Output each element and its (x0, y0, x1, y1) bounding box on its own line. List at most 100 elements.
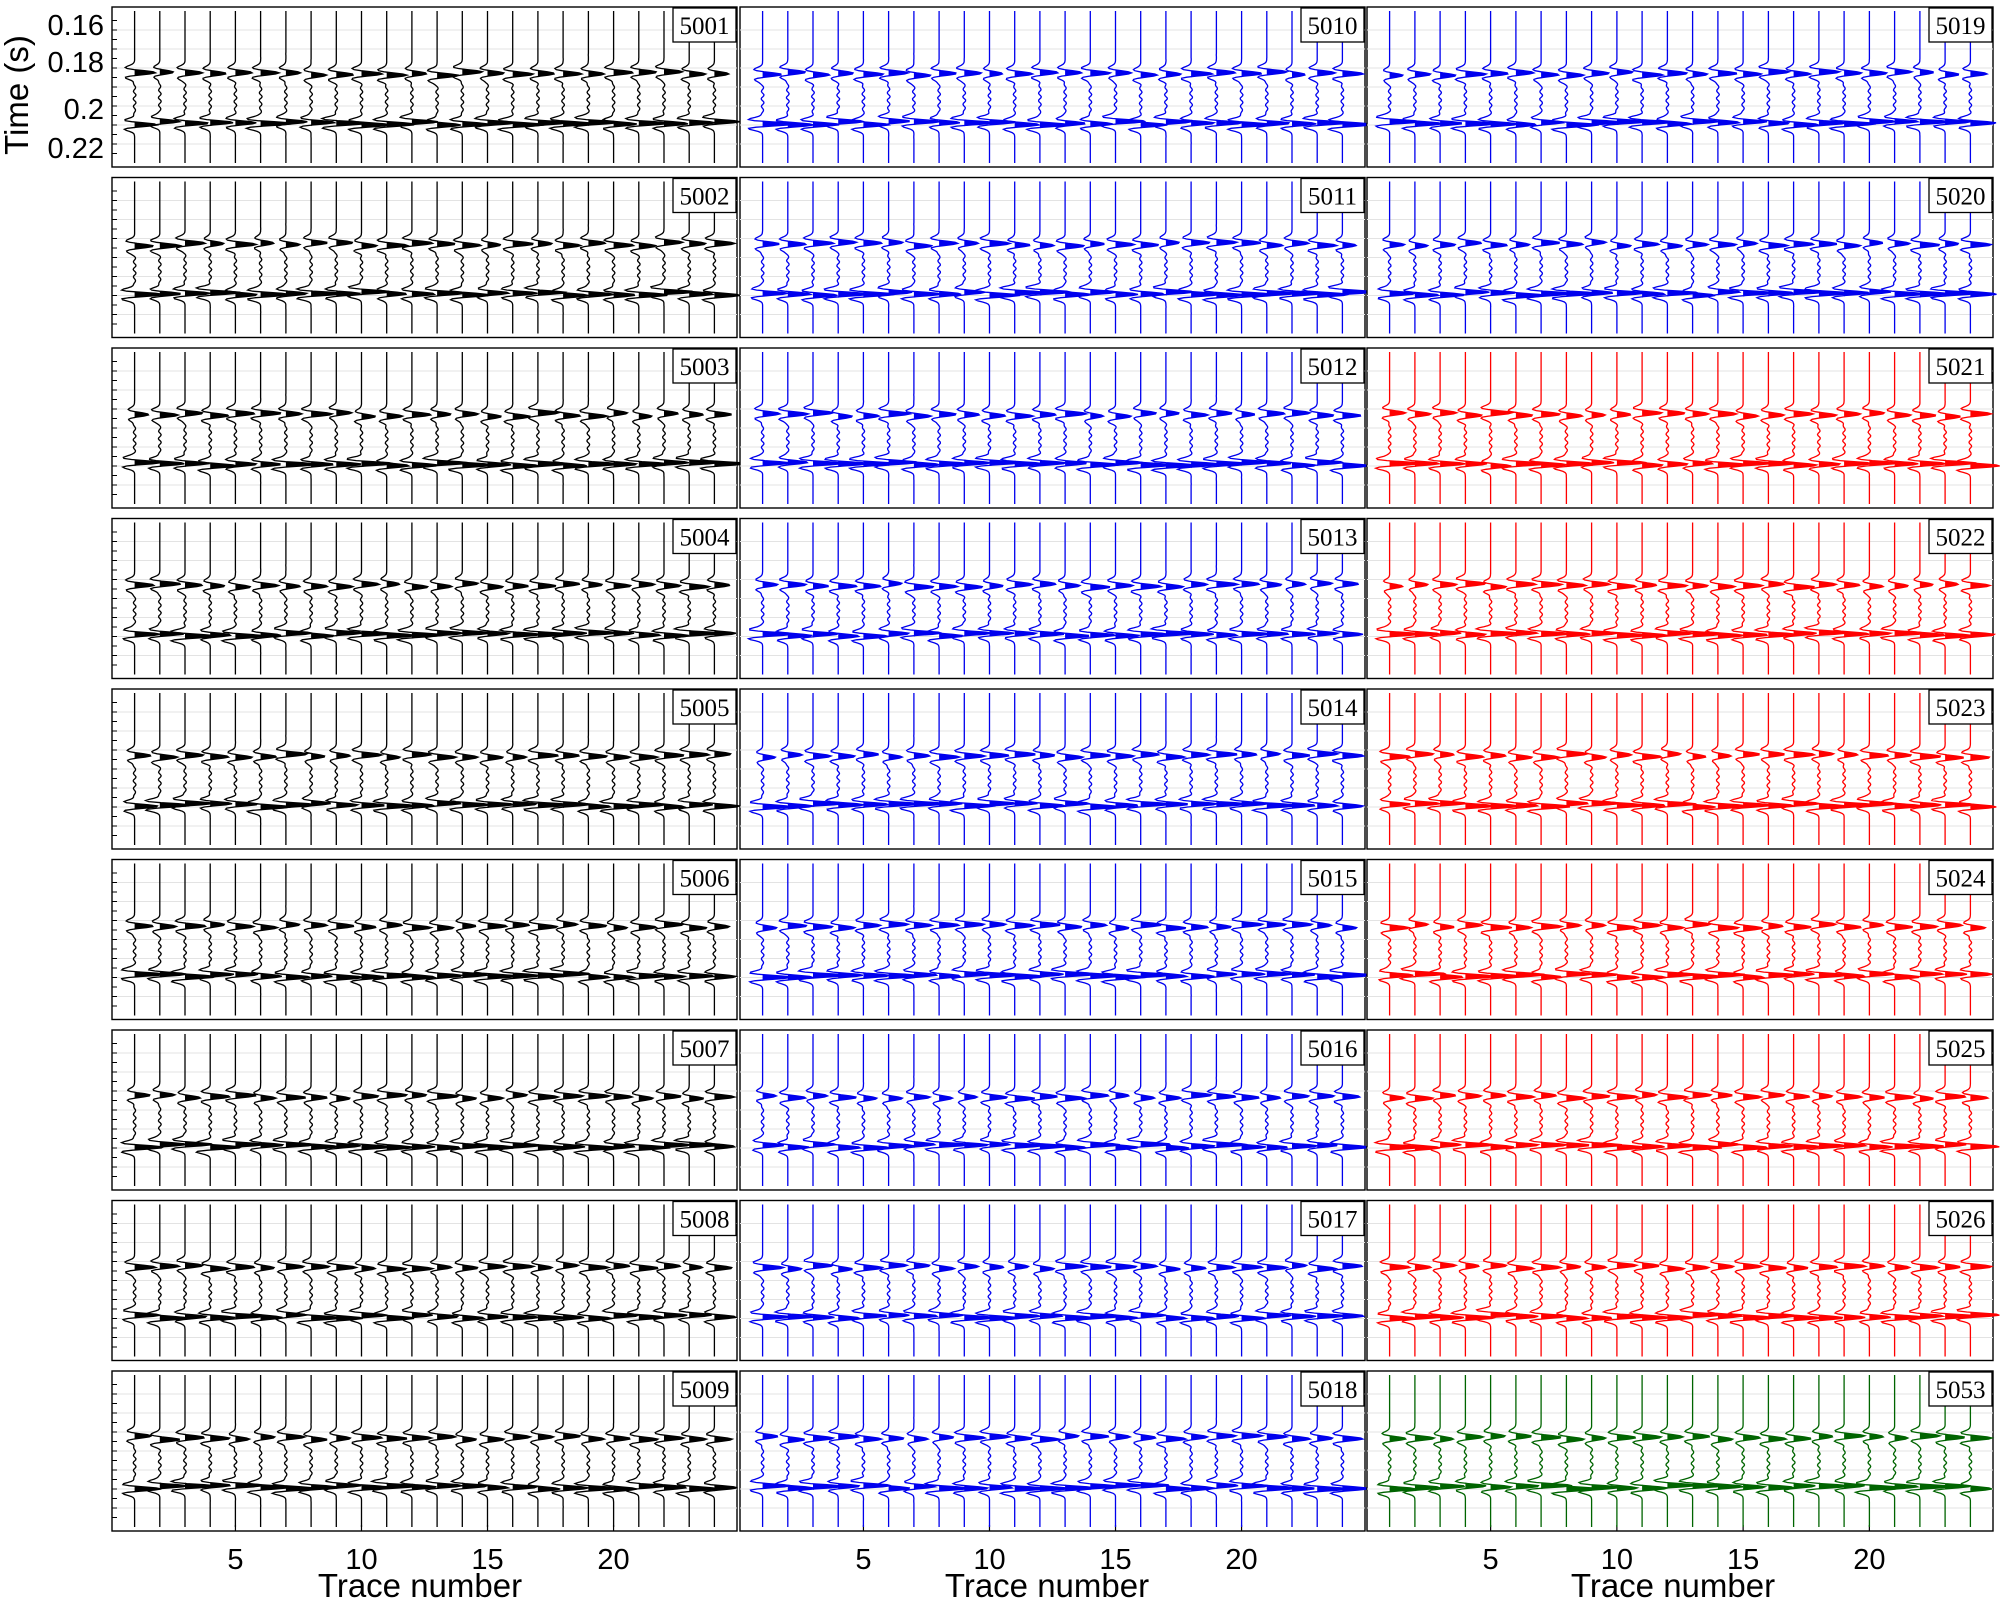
trace-fill-first-arrival (1465, 1259, 1479, 1274)
trace-fill-second-arrival (1844, 457, 1872, 472)
panel-label: 5007 (672, 1030, 737, 1066)
trace-fill-second-arrival (1869, 627, 1891, 642)
trace-fill-second-arrival (285, 1480, 315, 1495)
trace-fill-first-arrival (1490, 577, 1507, 592)
trace-13 (425, 1034, 461, 1186)
trace-fill-second-arrival (537, 286, 566, 301)
trace-fill-first-arrival (863, 1259, 883, 1274)
trace-fill-second-arrival (1844, 798, 1875, 813)
trace-4 (1453, 181, 1490, 334)
trace-fill-second-arrival (714, 968, 736, 983)
trace-fill-first-arrival (1945, 1089, 1966, 1104)
trace-fill-first-arrival (185, 66, 203, 81)
trace-11 (1000, 1034, 1043, 1186)
trace-fill-first-arrival (1894, 918, 1913, 933)
gather-panel-5023: 5023 (1366, 688, 1997, 850)
trace-fill-first-arrival (462, 1089, 477, 1104)
trace-fill-first-arrival (1743, 748, 1760, 763)
trace-21 (1879, 1204, 1925, 1357)
trace-19 (1200, 693, 1249, 845)
trace-6 (878, 1204, 910, 1357)
trace-fill-second-arrival (913, 968, 937, 983)
trace-fill-second-arrival (1115, 457, 1144, 472)
trace-9 (323, 181, 362, 334)
trace-fill-first-arrival (1241, 66, 1262, 81)
trace-11 (998, 181, 1047, 334)
trace-fill-second-arrival (1616, 627, 1647, 642)
trace-fill-first-arrival (462, 236, 482, 251)
trace-fill-first-arrival (1191, 748, 1210, 763)
trace-fill-first-arrival (1414, 236, 1428, 251)
trace-fill-second-arrival (336, 1480, 362, 1495)
trace-fill-first-arrival (1894, 236, 1910, 251)
trace-fill-first-arrival (638, 1089, 654, 1104)
trace-fill-second-arrival (939, 286, 962, 301)
trace-8 (926, 522, 963, 675)
trace-15 (476, 181, 511, 334)
trace-fill-second-arrival (210, 1139, 242, 1154)
trace-fill-second-arrival (813, 968, 846, 983)
trace-5 (220, 1034, 264, 1186)
trace-fill-first-arrival (1919, 407, 1936, 422)
trace-fill-first-arrival (1818, 66, 1840, 81)
y-tick-label: 0.22 (48, 133, 104, 165)
trace-12 (399, 863, 438, 1016)
trace-fill-first-arrival (1039, 1259, 1055, 1274)
trace-5 (850, 863, 890, 1016)
trace-fill-second-arrival (762, 1139, 784, 1154)
trace-fill-second-arrival (1490, 286, 1515, 301)
trace-fill-second-arrival (1440, 968, 1463, 983)
trace-fill-second-arrival (1191, 116, 1215, 131)
panel-label-text: 5006 (680, 866, 730, 893)
trace-fill-first-arrival (1793, 1259, 1808, 1274)
trace-fill-second-arrival (1216, 457, 1247, 472)
trace-fill-second-arrival (1389, 968, 1414, 983)
trace-4 (826, 1034, 862, 1186)
trace-fill-first-arrival (185, 577, 203, 592)
trace-17 (1783, 863, 1815, 1016)
trace-fill-first-arrival (1414, 918, 1429, 933)
trace-fill-first-arrival (1414, 1430, 1435, 1445)
trace-fill-second-arrival (1869, 1480, 1900, 1495)
trace-fill-second-arrival (1566, 1139, 1589, 1154)
trace-fill-second-arrival (462, 798, 490, 813)
trace-fill-first-arrival (1342, 1430, 1363, 1445)
trace-fill-second-arrival (689, 1309, 712, 1324)
traces-5018 (749, 1375, 1370, 1527)
trace-fill-second-arrival (1642, 968, 1666, 983)
trace-11 (999, 863, 1045, 1016)
trace-fill-second-arrival (260, 1309, 283, 1324)
trace-21 (1879, 522, 1926, 675)
trace-fill-second-arrival (989, 286, 1021, 301)
trace-fill-second-arrival (1768, 1480, 1794, 1495)
trace-fill-first-arrival (462, 66, 483, 81)
trace-fill-second-arrival (838, 1139, 861, 1154)
trace-fill-second-arrival (964, 457, 991, 472)
trace-fill-second-arrival (1591, 1309, 1612, 1324)
trace-fill-first-arrival (1465, 66, 1487, 81)
trace-19 (576, 693, 613, 845)
trace-fill-first-arrival (888, 1259, 908, 1274)
trace-fill-second-arrival (1465, 116, 1497, 131)
trace-fill-second-arrival (939, 1139, 970, 1154)
trace-fill-second-arrival (1414, 627, 1441, 642)
trace-fill-first-arrival (813, 236, 834, 251)
trace-18 (550, 1375, 589, 1527)
trace-fill-second-arrival (1515, 968, 1544, 983)
trace-16 (1753, 352, 1799, 504)
trace-fill-second-arrival (437, 1309, 458, 1324)
trace-11 (1630, 693, 1666, 845)
trace-9 (1575, 1034, 1623, 1186)
trace-fill-first-arrival (1515, 66, 1534, 81)
trace-fill-second-arrival (185, 968, 216, 983)
trace-fill-second-arrival (1642, 798, 1665, 813)
trace-fill-second-arrival (437, 1139, 460, 1154)
trace-fill-first-arrival (487, 1430, 505, 1445)
trace-fill-first-arrival (964, 1430, 986, 1445)
trace-fill-second-arrival (989, 116, 1015, 131)
trace-fill-first-arrival (1216, 1259, 1235, 1274)
panel-label-text: 5007 (680, 1036, 730, 1063)
trace-11 (374, 352, 412, 504)
trace-21 (1882, 352, 1919, 504)
trace-fill-second-arrival (159, 457, 185, 472)
